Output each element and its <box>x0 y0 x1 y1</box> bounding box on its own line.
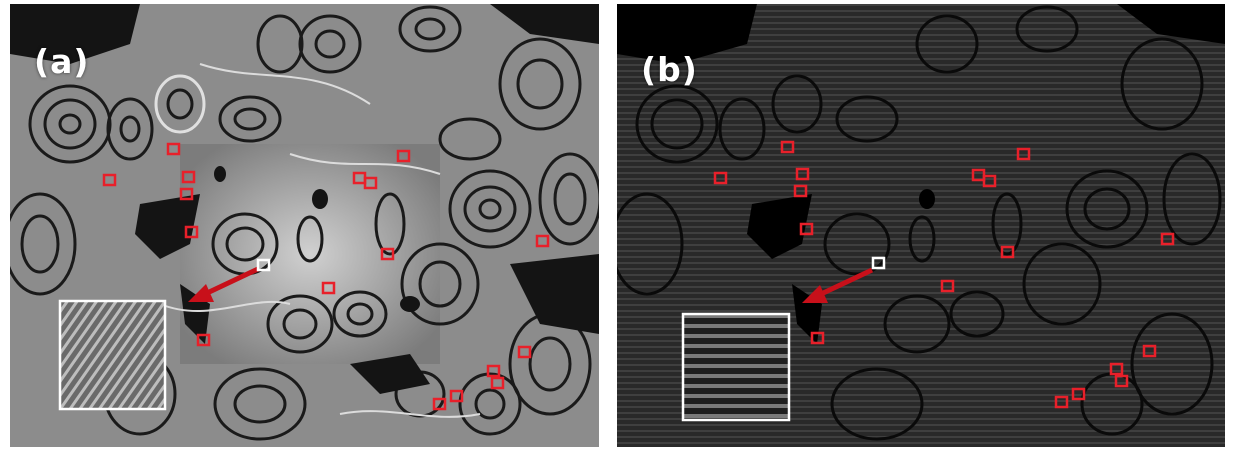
zoom-inset <box>58 299 167 411</box>
red-square-marker <box>795 167 810 181</box>
red-square-marker <box>184 225 199 239</box>
panel-a-image <box>10 4 599 447</box>
red-square-marker <box>799 222 814 236</box>
red-square-marker <box>179 187 194 201</box>
red-square-marker <box>793 184 808 198</box>
red-square-marker <box>181 170 196 184</box>
red-square-marker <box>166 142 181 156</box>
red-square-marker <box>486 364 501 378</box>
panel-a: (a) <box>10 4 599 447</box>
red-square-marker <box>982 174 997 188</box>
panel-b-label: (b) <box>641 50 698 89</box>
red-square-marker <box>780 140 795 154</box>
red-square-marker <box>517 345 532 359</box>
white-square-marker <box>871 256 886 270</box>
red-square-marker <box>490 376 505 390</box>
red-square-marker <box>713 171 728 185</box>
red-square-marker <box>1160 232 1175 246</box>
red-square-marker <box>321 281 336 295</box>
red-square-marker <box>432 397 447 411</box>
red-arrow <box>802 267 874 303</box>
red-square-marker <box>1109 362 1124 376</box>
red-arrow <box>188 266 260 302</box>
red-square-marker <box>449 389 464 403</box>
red-square-marker <box>1000 245 1015 259</box>
red-square-marker <box>535 234 550 248</box>
red-square-marker <box>940 279 955 293</box>
red-square-marker <box>196 333 211 347</box>
panel-a-label: (a) <box>34 42 90 81</box>
panel-b-image <box>617 4 1225 447</box>
red-square-marker <box>1054 395 1069 409</box>
red-square-marker <box>102 173 117 187</box>
zoom-inset <box>681 312 791 422</box>
panel-b: (b) <box>617 4 1225 447</box>
red-square-marker <box>363 176 378 190</box>
red-square-marker <box>1071 387 1086 401</box>
red-square-marker <box>1016 147 1031 161</box>
red-square-marker <box>1142 344 1157 358</box>
red-square-marker <box>1114 374 1129 388</box>
red-square-marker <box>380 247 395 261</box>
red-square-marker <box>810 331 825 345</box>
red-square-marker <box>396 149 411 163</box>
white-square-marker <box>256 258 271 272</box>
